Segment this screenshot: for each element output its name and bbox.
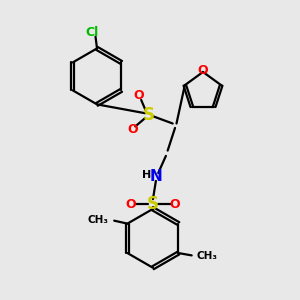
Text: O: O <box>170 198 180 211</box>
Text: S: S <box>142 106 154 124</box>
Text: H: H <box>142 170 151 180</box>
Text: CH₃: CH₃ <box>197 251 218 261</box>
Text: N: N <box>149 169 162 184</box>
Text: CH₃: CH₃ <box>88 215 109 225</box>
Text: Cl: Cl <box>85 26 99 39</box>
Text: O: O <box>127 123 138 136</box>
Text: O: O <box>133 89 143 102</box>
Text: S: S <box>147 196 159 214</box>
Text: O: O <box>125 198 136 211</box>
Text: O: O <box>198 64 208 77</box>
